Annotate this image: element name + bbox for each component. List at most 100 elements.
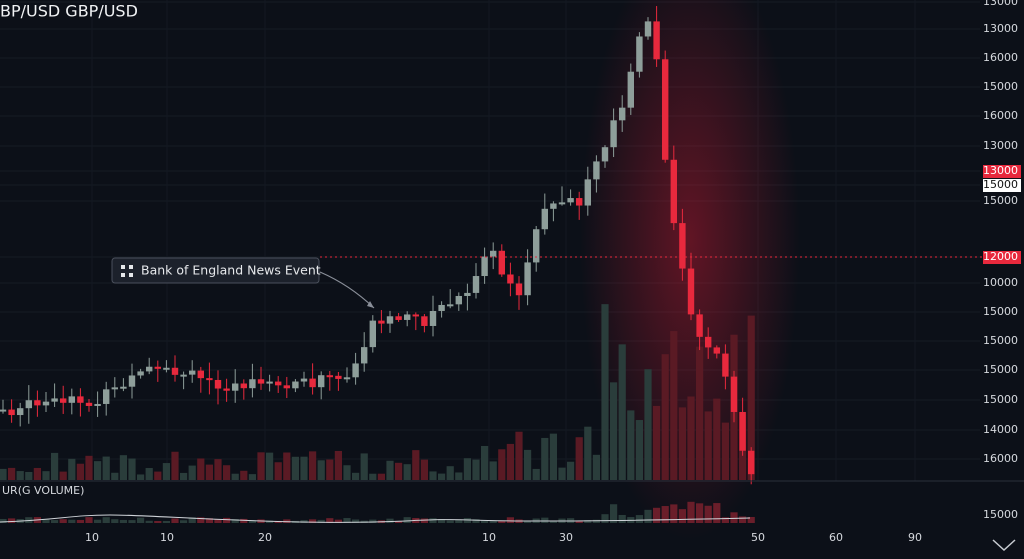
price-label: 15000 <box>983 178 1018 191</box>
volume-bar <box>696 346 704 480</box>
candle-body <box>490 250 497 257</box>
volume-bar <box>395 462 403 480</box>
volume-bar-lower <box>145 520 153 523</box>
volume-bar <box>85 455 93 480</box>
volume-bar <box>102 456 110 480</box>
volume-bar <box>8 467 16 480</box>
candle-body <box>206 378 213 381</box>
volume-indicator <box>0 501 755 523</box>
candle-body <box>0 409 7 412</box>
volume-bar-lower <box>205 518 213 523</box>
price-label: 10000 <box>983 276 1018 289</box>
volume-bar <box>747 315 755 480</box>
volume-bar <box>42 471 50 480</box>
candle-body <box>17 408 24 416</box>
candle-body <box>8 409 15 416</box>
volume-bar-lower <box>102 517 110 523</box>
volume-bar-lower <box>549 520 557 523</box>
volume-bar-lower <box>610 504 618 523</box>
volume-bar <box>188 465 196 480</box>
candle-body <box>257 379 265 384</box>
candle-body <box>42 401 50 406</box>
volume-bar-lower <box>747 516 755 523</box>
time-label: 90 <box>908 531 922 544</box>
volume-bar-lower <box>730 512 738 523</box>
candle-body <box>447 304 454 307</box>
volume-bar-lower <box>670 504 678 523</box>
candle-body <box>515 283 523 296</box>
volume-bar-lower <box>59 519 67 523</box>
candle-body <box>249 379 256 389</box>
annotation-box[interactable] <box>111 257 320 284</box>
volume-bar <box>145 468 153 480</box>
volume-bar <box>644 369 652 480</box>
volume-bar-lower <box>739 516 747 523</box>
candle-body <box>421 316 428 326</box>
volume-bar-lower <box>446 520 454 523</box>
volume-bar-lower <box>240 518 248 523</box>
price-label: 15000 <box>983 80 1018 93</box>
candle-body <box>498 250 505 275</box>
volume-bar-lower <box>429 518 437 523</box>
volume-bar <box>584 426 592 480</box>
volume-bar-lower <box>162 520 170 523</box>
candle-body <box>146 366 153 372</box>
candle-body <box>197 370 204 379</box>
volume-bar <box>713 398 721 480</box>
candle-body <box>610 120 617 148</box>
candle-body <box>180 374 187 377</box>
candle-body <box>103 389 110 404</box>
chart-title: BP/USD GBP/USD <box>0 2 138 21</box>
volume-bar <box>119 455 127 480</box>
candle-body <box>455 295 462 305</box>
candle-body <box>309 378 316 388</box>
volume-bar-lower <box>653 507 661 523</box>
candle-body <box>85 402 93 406</box>
volume-bar-lower <box>51 520 59 523</box>
volume-bar <box>558 467 566 480</box>
candle-body <box>722 353 729 377</box>
volume-bar-lower <box>524 520 532 523</box>
volume-bar <box>68 458 76 480</box>
volume-bar-lower <box>266 520 274 523</box>
candle-body <box>326 375 333 378</box>
volume-bar <box>549 433 557 480</box>
candle-body <box>541 208 548 230</box>
annotation[interactable]: Bank of England News Event <box>111 257 375 309</box>
candle-body <box>343 377 351 380</box>
volume-bar <box>76 463 84 480</box>
candle-body <box>662 59 669 160</box>
volume-bar-lower <box>128 520 136 523</box>
volume-bar-lower <box>171 518 179 523</box>
candle-body <box>619 107 626 121</box>
volume-bar <box>205 464 213 480</box>
volume-bar <box>386 460 394 480</box>
candle-body <box>627 71 634 108</box>
candle-body <box>412 314 419 317</box>
volume-line <box>0 514 751 523</box>
volume-bar <box>498 449 506 480</box>
time-label: 20 <box>258 531 272 544</box>
price-label: 13000 <box>983 164 1018 177</box>
candle-body <box>472 276 480 293</box>
candle-body <box>558 202 566 205</box>
volume-bar <box>687 396 695 480</box>
volume-bar <box>300 456 308 480</box>
volume-bar <box>25 471 33 480</box>
volume-bar-lower <box>154 520 162 523</box>
volume-bar-lower <box>137 517 145 523</box>
volume-bar <box>283 452 291 480</box>
volume-bar <box>59 471 67 480</box>
volume-bar <box>532 468 540 480</box>
candle-body <box>214 379 222 389</box>
volume-bar <box>627 410 635 480</box>
volume-bar <box>266 452 274 480</box>
volume-bar-lower <box>386 518 394 523</box>
expand-chevron[interactable] <box>992 539 1016 552</box>
candle-body <box>163 367 170 370</box>
price-label: 16000 <box>983 109 1018 122</box>
volume-bar <box>231 473 239 480</box>
volume-bar <box>343 465 351 480</box>
volume-bar-lower <box>231 519 239 523</box>
candle-body <box>171 367 179 375</box>
